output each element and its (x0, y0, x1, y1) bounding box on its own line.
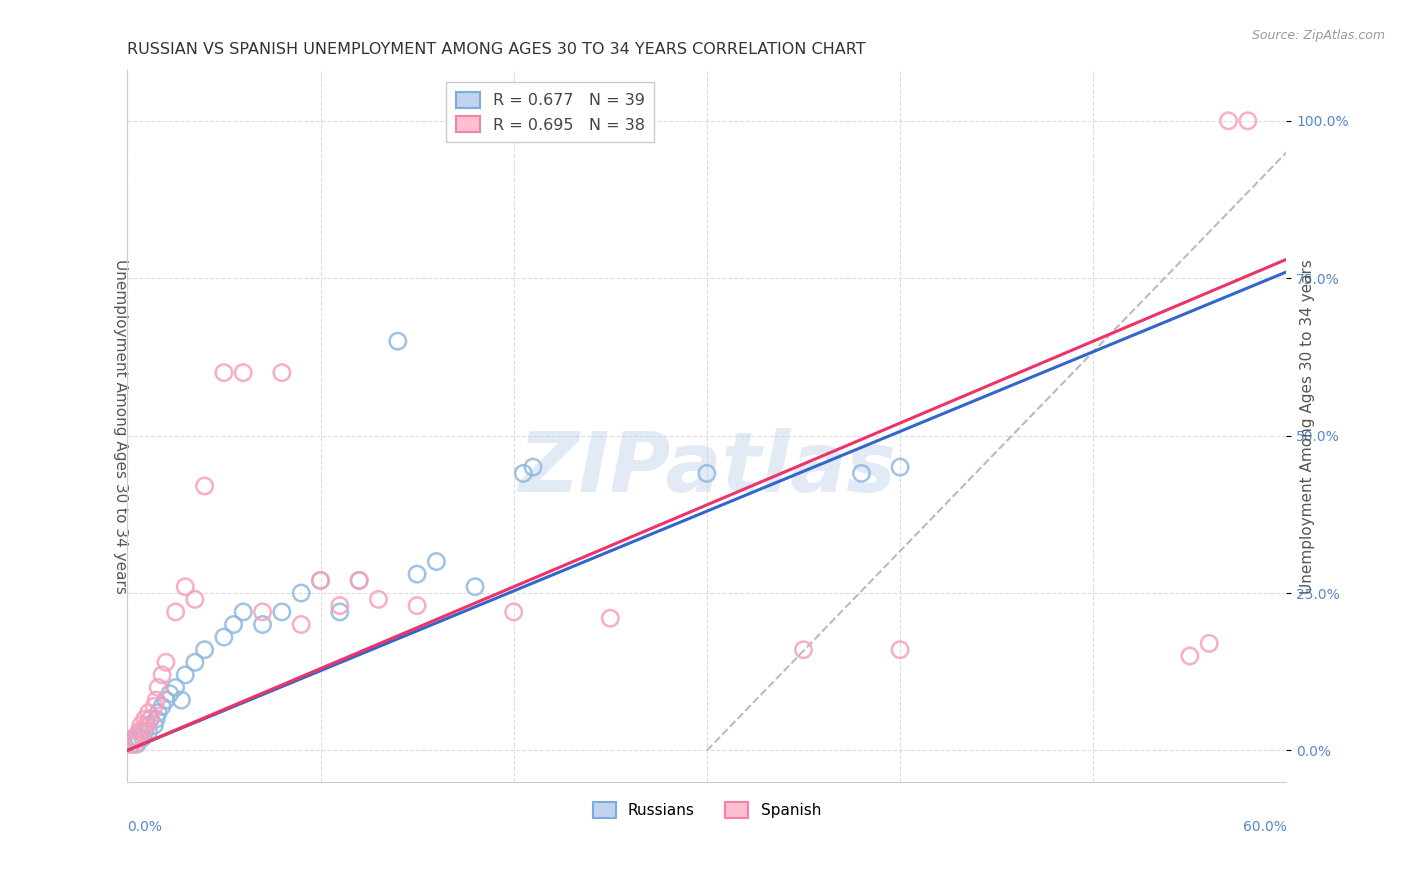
Point (270, 605, 292, 619)
Point (889, 460, 911, 475)
Point (1237, 113, 1260, 128)
Point (512, 467, 534, 481)
Point (135, 718, 157, 732)
Point (129, 724, 152, 739)
Point (290, 586, 312, 600)
Point (155, 693, 177, 707)
Y-axis label: Unemployment Among Ages 30 to 34 years: Unemployment Among Ages 30 to 34 years (114, 259, 128, 593)
Point (252, 605, 274, 619)
Point (143, 718, 166, 732)
Point (329, 599, 352, 613)
Point (155, 655, 177, 669)
Point (145, 712, 167, 726)
Y-axis label: Unemployment Among Ages 30 to 34 years: Unemployment Among Ages 30 to 34 years (1301, 259, 1316, 593)
Point (159, 687, 181, 701)
Point (599, 611, 621, 625)
Point (174, 580, 197, 594)
Point (347, 574, 370, 588)
Point (170, 693, 193, 707)
Point (851, 467, 873, 481)
Point (889, 642, 911, 657)
Text: Source: ZipAtlas.com: Source: ZipAtlas.com (1251, 29, 1385, 42)
Point (252, 617, 274, 632)
Point (406, 567, 429, 582)
Point (139, 712, 162, 726)
Point (184, 592, 207, 607)
Point (184, 655, 207, 669)
Point (139, 712, 162, 726)
Text: ZIPatlas: ZIPatlas (517, 428, 896, 509)
Point (124, 731, 146, 745)
Point (128, 731, 150, 745)
Point (165, 605, 187, 619)
Point (124, 737, 146, 751)
Text: RUSSIAN VS SPANISH UNEMPLOYMENT AMONG AGES 30 TO 34 YEARS CORRELATION CHART: RUSSIAN VS SPANISH UNEMPLOYMENT AMONG AG… (128, 42, 866, 57)
Point (128, 724, 150, 739)
Point (148, 706, 170, 720)
Point (165, 681, 187, 695)
Point (290, 617, 312, 632)
Point (129, 718, 152, 732)
Point (502, 605, 524, 619)
Point (135, 718, 157, 732)
Point (232, 605, 254, 619)
Point (134, 712, 156, 726)
Point (120, 737, 142, 751)
Point (150, 668, 173, 682)
Point (522, 460, 544, 475)
Point (270, 366, 292, 380)
Legend: Russians, Spanish: Russians, Spanish (586, 796, 827, 824)
Point (232, 366, 254, 380)
Point (387, 334, 409, 348)
Point (138, 724, 160, 739)
Point (122, 731, 145, 745)
Point (1218, 113, 1240, 128)
Point (143, 699, 166, 714)
Point (174, 668, 197, 682)
Point (125, 731, 148, 745)
Point (150, 699, 173, 714)
Point (367, 592, 389, 607)
Point (329, 605, 352, 619)
Point (145, 693, 167, 707)
Point (212, 630, 235, 644)
Point (120, 737, 142, 751)
Point (125, 737, 148, 751)
Point (194, 642, 217, 657)
Point (1178, 648, 1201, 663)
Point (132, 731, 155, 745)
Point (347, 574, 370, 588)
Point (222, 617, 245, 632)
Text: 0.0%: 0.0% (128, 820, 162, 834)
Point (792, 642, 814, 657)
Point (309, 574, 332, 588)
Point (194, 479, 217, 493)
Point (132, 724, 155, 739)
Text: 60.0%: 60.0% (1243, 820, 1286, 834)
Point (134, 724, 156, 739)
Point (148, 681, 170, 695)
Point (464, 580, 486, 594)
Point (138, 706, 160, 720)
Point (425, 555, 447, 569)
Point (309, 574, 332, 588)
Point (696, 467, 718, 481)
Point (212, 366, 235, 380)
Point (1198, 636, 1220, 650)
Point (406, 599, 429, 613)
